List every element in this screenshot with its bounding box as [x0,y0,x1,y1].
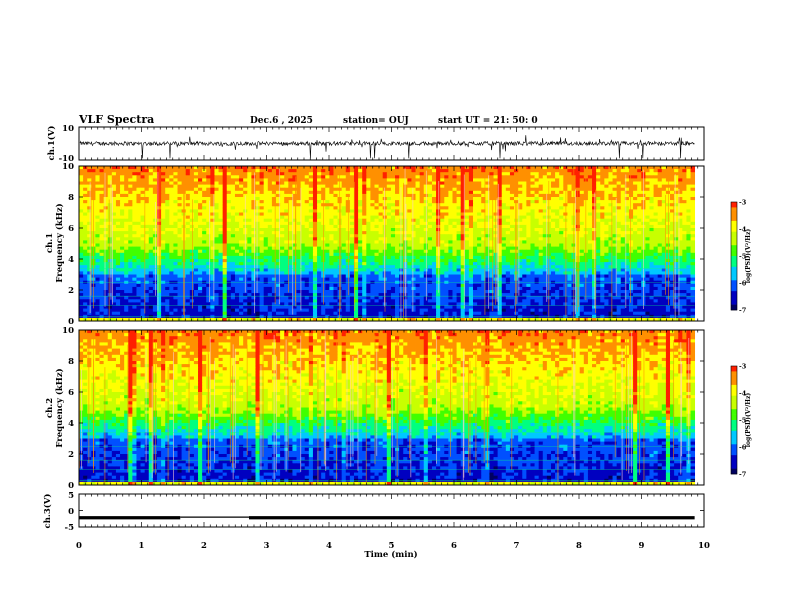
time-axis-label: Time (min) [364,549,417,560]
ch1-waveform-line [79,135,695,159]
ch1-ytick-bottom: -10 [59,154,74,164]
ch1-ylabel: ch.1(V) [46,126,57,161]
colorbar-label: log(PSD)(V²/Hz) [745,229,752,284]
ch1-waveform-panel: 10 -10 ch.1(V) [46,124,705,164]
time-tick-label: 5 [389,541,395,551]
frequency-tick-label: 4 [68,419,74,429]
ch1-spec-ylabel-frequency: Frequency (kHz) [54,203,65,282]
ch2-spec-ylabel-frequency: Frequency (kHz) [54,368,65,447]
ch3-ylabel: ch.3(V) [42,494,53,529]
time-tick-label: 2 [201,541,207,551]
time-tick-label: 3 [264,541,270,551]
ch1-spectrogram-panel: 0 2 4 6 8 10 ch.1 Frequency (kHz) -3 -4 -5 -6 -7 l… [45,162,752,327]
time-tick-label: 0 [76,541,82,551]
colorbar-tick-label: -3 [739,363,747,371]
frequency-tick-label: 10 [62,326,74,336]
ch3-ytick-top: 5 [68,491,74,501]
time-tick-label: 8 [576,541,582,551]
colorbar-tick-label: -6 [739,280,747,288]
colorbar-tick-label: -5 [739,417,747,425]
colorbar-tick-label: -4 [739,390,747,398]
ch3-ytick-bottom: -5 [65,523,75,533]
figure-title: VLF Spectra [78,113,154,126]
frequency-tick-label: 6 [68,388,74,398]
time-tick-label: 7 [514,541,520,551]
ch2-spec-ylabel-channel: ch.2 [45,398,55,418]
start-time-label: start UT = 21: 50: 0 [438,116,538,126]
frequency-tick-label: 8 [68,357,74,367]
time-tick-label: 9 [639,541,645,551]
frequency-tick-label: 10 [62,162,74,172]
time-tick-label: 6 [451,541,457,551]
frequency-tick-label: 2 [68,450,74,460]
ch1-spec-ylabel-channel: ch.1 [45,233,55,253]
colorbar-tick-label: -7 [739,307,746,315]
time-tick-label: 1 [139,541,145,551]
ch3-trace-panel: 5 0 -5 ch.3(V) [42,491,705,533]
time-tick-label: 4 [326,541,332,551]
ch1-spectrogram-heatmap [79,166,704,322]
frequency-tick-label: 4 [68,255,74,265]
time-tick-label: 10 [698,541,710,551]
ch2-colorbar: -3 -4 -5 -6 -7 log(PSD)(V²/Hz) [730,363,752,479]
ch1-ytick-top: 10 [62,124,74,134]
frequency-tick-label: 2 [68,286,74,296]
station-label: station= OUJ [343,116,409,126]
colorbar-tick-label: -7 [739,471,746,479]
ch1-colorbar: -3 -4 -5 -6 -7 log(PSD)(V²/Hz) [730,199,752,315]
frequency-tick-label: 6 [68,224,74,234]
ch2-spectrogram-panel: 0 2 4 6 8 10 ch.2 Frequency (kHz) -3 -4 -5 -6 -7 l… [45,326,752,491]
date-label: Dec.6 , 2025 [250,116,313,126]
colorbar-tick-label: -5 [739,253,747,261]
frequency-tick-label: 0 [68,481,74,491]
colorbar-tick-label: -3 [739,199,747,207]
frequency-tick-label: 8 [68,193,74,203]
ch3-ytick-middle: 0 [68,507,74,517]
colorbar-tick-label: -6 [739,444,747,452]
colorbar-tick-label: -4 [739,226,747,234]
frequency-tick-label: 0 [68,317,74,327]
colorbar-label: log(PSD)(V²/Hz) [745,393,752,448]
ch2-spectrogram-heatmap [79,330,704,486]
